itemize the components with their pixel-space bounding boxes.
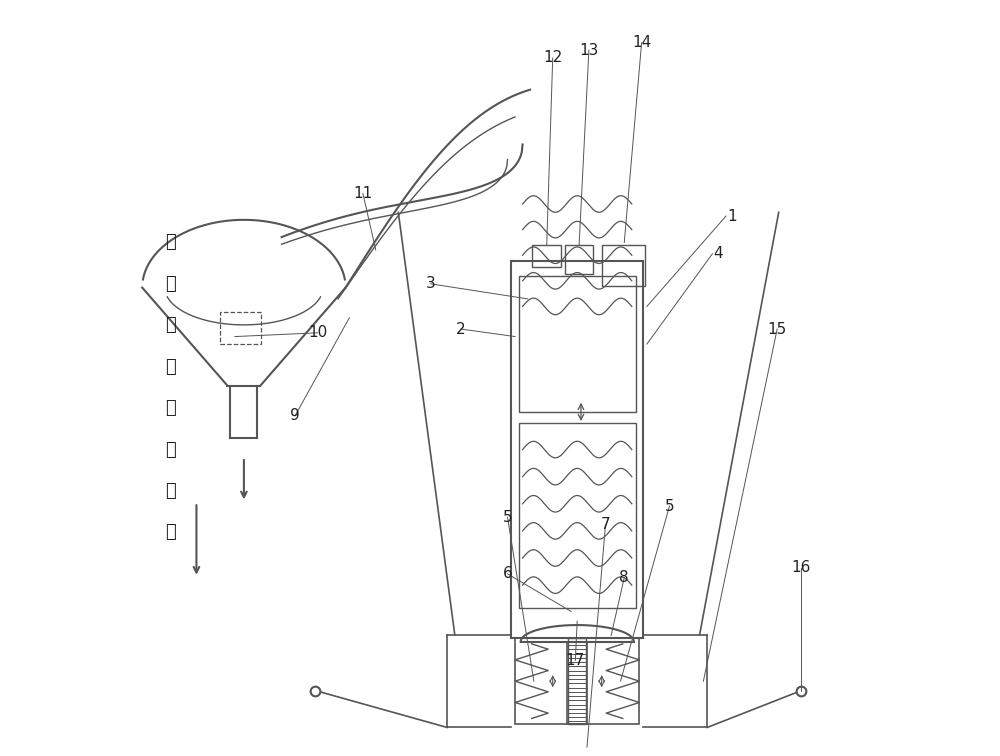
Text: 液: 液 [165,358,175,376]
Text: 8: 8 [619,570,629,585]
Text: 11: 11 [353,186,373,201]
Bar [515,638,639,724]
Text: 接: 接 [165,275,175,293]
Text: 5: 5 [503,510,512,525]
Text: 9: 9 [290,408,300,423]
Text: 16: 16 [792,560,811,575]
Bar [220,312,261,344]
Bar [602,245,645,286]
Text: 6: 6 [503,566,512,581]
Text: 13: 13 [579,43,599,58]
Text: 7: 7 [601,517,610,532]
Text: 17: 17 [566,653,585,668]
Bar [568,638,586,724]
Text: 5: 5 [665,498,674,513]
Text: 10: 10 [308,325,327,340]
Text: 2: 2 [456,321,466,336]
Text: 3: 3 [426,277,436,291]
Text: 12: 12 [543,51,562,65]
Bar [519,423,636,608]
Text: 收: 收 [165,399,175,417]
Text: 连: 连 [165,234,175,252]
Text: 14: 14 [632,36,651,51]
Bar [511,262,643,638]
Text: 装: 装 [165,482,175,500]
Text: 置: 置 [165,523,175,541]
Text: 集: 集 [165,441,175,459]
Text: 1: 1 [727,209,737,224]
Bar [532,246,561,267]
Text: 15: 15 [768,321,787,336]
Text: 4: 4 [714,246,723,262]
Bar [519,276,636,412]
Bar [565,246,593,274]
Text: 痰: 痰 [165,316,175,334]
Bar [567,642,587,724]
